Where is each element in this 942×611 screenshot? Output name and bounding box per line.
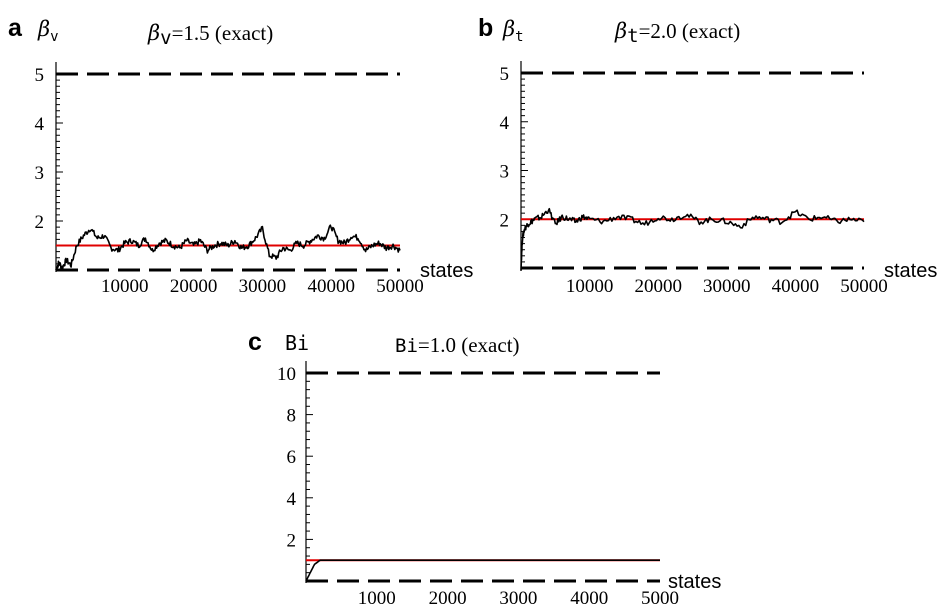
panel-b-y-tick-label: 4 (500, 113, 510, 134)
panel-b-x-tick-label: 20000 (634, 276, 682, 297)
panel-b-ylabel-symbol: β (502, 17, 515, 41)
panel-b-y-tick-label: 3 (500, 162, 510, 183)
panel-c-y-tick-label: 2 (287, 530, 297, 551)
panel-a-y-tick-label: 4 (35, 114, 45, 135)
panel-c-ylabel: Bi (285, 331, 309, 355)
panel-a-ylabel: βv (37, 17, 59, 45)
panel-c-x-tick-label: 1000 (358, 588, 396, 609)
panel-b-x-tick-label: 50000 (840, 276, 888, 297)
panel-b-x-tick-label: 40000 (772, 276, 820, 297)
panel-c-title: Bi=1.0 (exact) (395, 333, 520, 357)
panel-b-title-text: =2.0 (exact) (639, 19, 741, 43)
panel-a-series-line (55, 224, 401, 272)
panel-b-letter: b (478, 14, 493, 42)
panel-c-y-tick-label: 4 (287, 489, 297, 510)
panel-c-title-label: Bi (395, 335, 418, 357)
panel-b-ylabel: βt (502, 17, 524, 45)
panel-a-title-text: =1.5 (exact) (172, 21, 274, 45)
panel-a-y-tick-label: 2 (35, 212, 45, 233)
panel-b-ylabel-sub: t (515, 29, 523, 45)
panel-b-title-symbol: β (614, 19, 627, 43)
panel-c-xlabel: states (668, 571, 721, 593)
panel-b-title: βt=2.0 (exact) (614, 19, 740, 47)
panel-a-x-tick-label: 30000 (239, 276, 287, 297)
panel-c-y-tick-label: 6 (287, 447, 297, 468)
panel-c-letter: c (248, 328, 262, 356)
panel-a-ylabel-sub: v (50, 29, 58, 45)
panel-a-title-sub: v (160, 27, 171, 49)
panel-a-ylabel-symbol: β (37, 17, 50, 41)
panel-c-x-tick-label: 3000 (499, 588, 537, 609)
panel-a-x-tick-label: 10000 (101, 276, 149, 297)
panel-c-x-tick-label: 5000 (641, 588, 679, 609)
panel-b-series-line (520, 207, 865, 271)
panel-b-title-sub: t (627, 25, 638, 47)
panel-a-letter: a (8, 14, 23, 42)
panel-a-title: βv=1.5 (exact) (147, 21, 273, 49)
panel-c-x-tick-label: 2000 (429, 588, 467, 609)
panel-c-series-line (305, 559, 660, 582)
panel-a-x-tick-label: 40000 (307, 276, 355, 297)
panel-b-xlabel: states (884, 260, 937, 282)
panel-c-title-text: =1.0 (exact) (418, 333, 520, 357)
panel-a-y-tick-label: 3 (35, 163, 45, 184)
panel-a-x-tick-label: 50000 (376, 276, 424, 297)
panel-a-title-symbol: β (147, 21, 160, 45)
panel-a-y-tick-label: 5 (35, 65, 45, 86)
panel-a-xlabel: states (420, 260, 473, 282)
panel-a-x-tick-label: 20000 (170, 276, 218, 297)
panel-c-x-tick-label: 4000 (570, 588, 608, 609)
panel-b-y-tick-label: 5 (500, 64, 510, 85)
panel-b-x-tick-label: 30000 (703, 276, 751, 297)
panel-b-x-tick-label: 10000 (566, 276, 614, 297)
panel-c-y-tick-label: 8 (287, 406, 297, 427)
panel-b-y-tick-label: 2 (500, 210, 510, 231)
panel-c-y-tick-label: 10 (277, 364, 296, 385)
